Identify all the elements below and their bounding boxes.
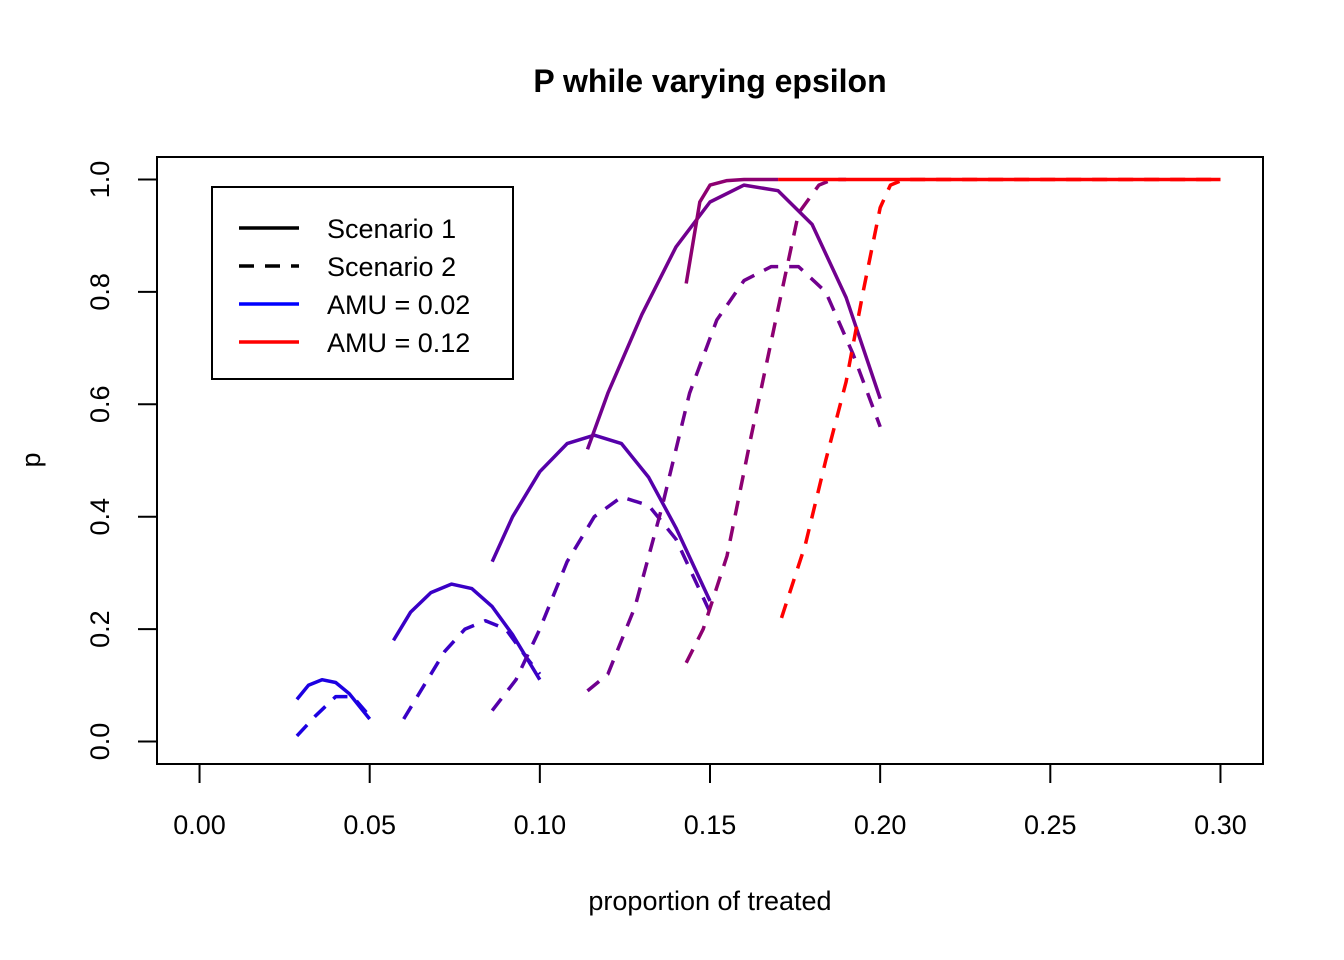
x-tick-label: 0.30 (1194, 810, 1247, 840)
series-line-5 (490, 433, 712, 602)
x-tick-label: 0.25 (1024, 810, 1077, 840)
legend-label: Scenario 1 (327, 214, 456, 244)
x-tick-label: 0.20 (854, 810, 907, 840)
series-line-8 (586, 264, 882, 693)
chart-title: P while varying epsilon (533, 63, 886, 99)
x-axis-label: proportion of treated (588, 886, 831, 916)
series-line-6 (490, 495, 712, 712)
series-line-12 (779, 177, 1221, 619)
y-axis-label: p (16, 452, 46, 467)
y-axis: 0.0 0.2 0.4 0.6 0.8 1.0 (85, 161, 158, 761)
x-tick-label: 0.05 (343, 810, 396, 840)
series-layer (295, 177, 1221, 738)
legend-box (211, 186, 514, 380)
legend-label: AMU = 0.02 (327, 290, 470, 320)
legend: Scenario 1 Scenario 2 AMU = 0.02 AMU = 0.12 (211, 186, 514, 380)
y-tick-label: 0.8 (85, 273, 115, 311)
series-line-1 (295, 677, 372, 721)
x-tick-label: 0.00 (173, 810, 226, 840)
series-line-2 (295, 694, 372, 738)
series-line-10 (684, 177, 847, 664)
y-tick-label: 0.4 (85, 498, 115, 536)
y-tick-label: 0.0 (85, 723, 115, 761)
series-line-4 (402, 618, 542, 720)
series-line-3 (392, 582, 542, 681)
legend-label: Scenario 2 (327, 252, 456, 282)
x-axis: 0.00 0.05 0.10 0.15 0.20 0.25 0.30 (173, 763, 1247, 840)
series-line-7 (585, 183, 882, 450)
series-line-9 (684, 177, 779, 284)
legend-label: AMU = 0.12 (327, 328, 470, 358)
y-tick-label: 0.2 (85, 610, 115, 648)
y-tick-label: 0.6 (85, 386, 115, 424)
x-tick-label: 0.10 (514, 810, 567, 840)
x-tick-label: 0.15 (684, 810, 737, 840)
y-tick-label: 1.0 (85, 161, 115, 199)
